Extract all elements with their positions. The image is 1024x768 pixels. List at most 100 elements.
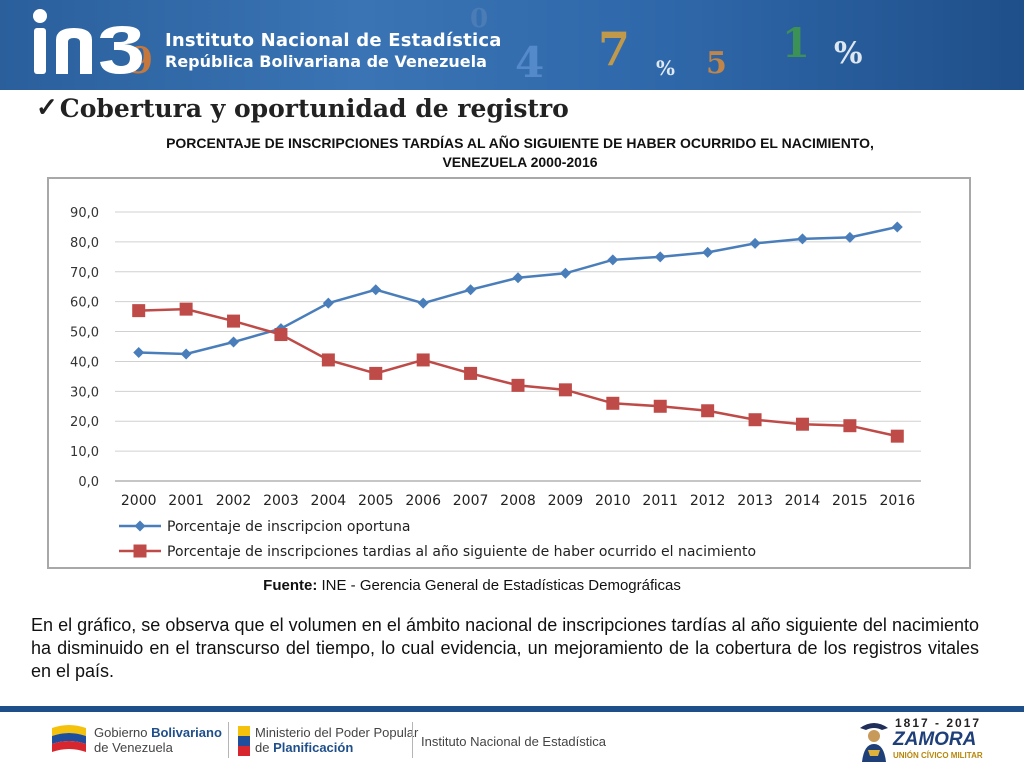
section-title: ✓ Cobertura y oportunidad de registro [36,93,569,123]
x-tick-label: 2008 [500,493,536,509]
data-point-diamond [607,254,619,266]
chart-title: PORCENTAJE DE INSCRIPCIONES TARDÍAS AL A… [166,135,874,170]
zamora-subtitle: UNIÓN CÍVICO MILITAR [893,751,983,760]
header-banner: 9 4 7 % 5 1 % 0 Instituto Nacional de Es… [0,0,1024,90]
data-point-square [748,413,762,427]
data-point-diamond [228,336,240,348]
decorative-digit-4: 4 [515,38,545,87]
data-point-square [179,302,193,316]
x-tick-label: 2011 [642,493,678,509]
series-line [138,225,898,356]
source-note: Fuente: INE - Gerencia General de Estadí… [0,577,944,594]
data-point-diamond [512,272,524,284]
y-tick-label: 10,0 [70,445,99,460]
republic-name: República Bolivariana de Venezuela [165,52,487,71]
data-point-diamond [796,233,808,245]
x-tick-label: 2007 [453,493,489,509]
data-point-diamond [702,246,714,258]
y-tick-label: 0,0 [78,475,99,490]
x-tick-label: 2003 [263,493,299,509]
legend-marker-diamond [134,520,146,532]
legend-label: Porcentaje de inscripcion oportuna [167,519,410,535]
footer-divider-1 [228,722,229,758]
footer-ine-name: Instituto Nacional de Estadística [421,734,606,749]
data-point-diamond [370,284,382,296]
decorative-digit-5: 5 [706,46,727,81]
data-point-diamond [180,348,192,360]
footer-divider-2 [412,722,413,758]
decorative-percent-2: % [834,36,863,71]
source-text: INE - Gerencia General de Estadísticas D… [317,577,681,594]
data-point-diamond [559,267,571,279]
description-paragraph: En el gráfico, se observa que el volumen… [31,615,979,681]
zamora-name: ZAMORA [893,729,977,750]
y-tick-label: 70,0 [70,266,99,281]
institute-name: Instituto Nacional de Estadística [165,30,502,51]
data-point-square [606,396,620,410]
x-tick-label: 2001 [168,493,204,509]
data-point-square [227,314,241,328]
data-point-diamond [844,231,856,243]
ministry-line1: Ministerio del Poder Popular [255,725,419,740]
data-point-diamond [465,284,477,296]
x-tick-label: 2012 [690,493,726,509]
x-tick-label: 2014 [785,493,821,509]
y-tick-label: 40,0 [70,355,99,370]
y-tick-label: 80,0 [70,236,99,251]
x-tick-label: 2005 [358,493,394,509]
data-point-square [795,417,809,431]
data-point-square [890,429,904,443]
zamora-years: 1817 - 2017 [895,716,982,730]
source-label: Fuente: [263,577,318,594]
footer: Gobierno Bolivariano de Venezuela Minist… [0,712,1024,768]
section-title-text: Cobertura y oportunidad de registro [59,93,569,123]
data-point-square [274,328,288,342]
data-point-square [558,383,572,397]
y-tick-label: 20,0 [70,415,99,430]
y-tick-label: 60,0 [70,296,99,311]
series-line [138,307,898,438]
gov-name-a: Gobierno [94,725,152,740]
data-point-square [369,366,383,380]
check-mark-icon: ✓ [36,93,58,123]
zamora-figure-icon [860,723,888,762]
data-point-diamond [891,221,903,233]
decorative-digit-1: 1 [782,20,810,67]
data-point-square [464,366,478,380]
decorative-percent: % [656,56,676,80]
x-tick-label: 2015 [832,493,868,509]
decorative-digit-0: 0 [470,4,489,34]
legend-marker-square [133,544,147,558]
legend-label: Porcentaje de inscripciones tardias al a… [167,544,756,560]
ministry-name: Ministerio del Poder Popular de Planific… [255,725,418,755]
ine-logo-icon [33,9,142,74]
decorative-digit-7: 7 [598,22,631,76]
gov-name-line2: de Venezuela [94,740,173,755]
x-tick-label: 2004 [311,493,347,509]
data-point-square [701,404,715,418]
data-point-square [511,378,525,392]
x-tick-label: 2000 [121,493,157,509]
ministry-line2-a: de [255,740,274,755]
venezuela-flag-icon [52,725,86,752]
x-tick-label: 2013 [737,493,773,509]
data-point-diamond [133,346,145,358]
chart-frame: 0,0 10,0 20,0 30,0 40,0 50,0 60,0 70,0 80,0 90,0 2… [47,177,971,569]
gov-name-b: Bolivariano [151,725,222,740]
data-point-diamond [322,297,334,309]
data-point-diamond [654,251,666,263]
footer-bar [0,706,1024,712]
x-tick-label: 2009 [548,493,584,509]
x-tick-label: 2016 [879,493,915,509]
data-point-square [132,304,146,318]
data-point-diamond [749,237,761,249]
data-point-square [321,353,335,367]
data-point-square [416,353,430,367]
y-tick-label: 50,0 [70,326,99,341]
x-tick-label: 2010 [595,493,631,509]
data-point-square [843,419,857,433]
shield-icon [238,726,250,756]
ministry-line2-b: Planificación [273,740,354,755]
line-chart: 0,0 10,0 20,0 30,0 40,0 50,0 60,0 70,0 80,0 90,0 2… [70,206,921,560]
government-name: Gobierno Bolivariano de Venezuela [94,725,222,755]
